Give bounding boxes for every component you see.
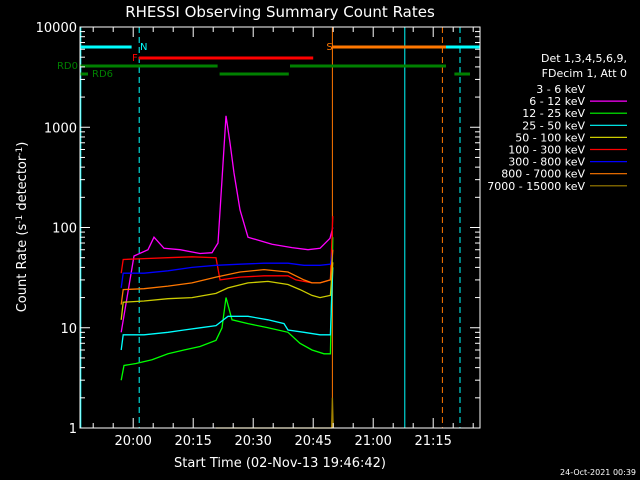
- y-axis-label-part: ): [15, 142, 30, 147]
- legend-entry-label: 300 - 800 keV: [508, 156, 585, 169]
- chart-title: RHESSI Observing Summary Count Rates: [125, 3, 435, 21]
- state-bar-label: RD0: [57, 61, 78, 72]
- x-tick-label: 21:00: [354, 434, 391, 449]
- state-bars: NF S RD0 RD6: [57, 42, 480, 80]
- series-line: [120, 249, 334, 305]
- y-tick-label: 1000: [44, 121, 77, 136]
- legend-entry-label: 25 - 50 keV: [522, 119, 585, 132]
- series-lines: [120, 115, 334, 429]
- legend-entry-label: 7000 - 15000 keV: [487, 180, 585, 193]
- state-bar-label: N: [140, 42, 147, 53]
- series-line: [120, 262, 334, 320]
- footer-date: 24-Oct-2021 00:39: [560, 468, 636, 477]
- legend-entry-label: 100 - 300 keV: [508, 144, 585, 157]
- y-tick-label: 100: [52, 222, 77, 237]
- y-tick-label: 1: [69, 422, 77, 437]
- x-axis-ticks: 20:00 20:15 20:30 20:45 21:00 21:15: [92, 27, 474, 449]
- x-tick-label: 20:30: [234, 434, 271, 449]
- y-axis-label-part: Count Rate (s: [15, 224, 30, 313]
- y-axis-label: Count Rate (s-1 detector-1): [15, 142, 30, 313]
- legend-entry-label: 50 - 100 keV: [515, 131, 585, 144]
- y-axis-label-superscript: -1: [15, 215, 25, 224]
- legend-entry-label: 3 - 6 keV: [536, 83, 585, 96]
- legend-entry-label: 800 - 7000 keV: [501, 168, 585, 181]
- series-line: [120, 249, 334, 288]
- legend-entry-label: 6 - 12 keV: [529, 95, 585, 108]
- state-bar-label: S: [326, 42, 332, 53]
- x-tick-label: 20:00: [114, 434, 151, 449]
- y-tick-label: 10000: [36, 21, 77, 36]
- legend-header-line: FDecim 1, Att 0: [542, 67, 627, 80]
- y-tick-label: 10: [60, 322, 77, 337]
- series-line: [120, 115, 334, 333]
- y-axis-ticks: 1 10 100 1000 10000: [36, 21, 480, 437]
- series-line: [120, 237, 334, 381]
- x-axis-label: Start Time (02-Nov-13 19:46:42): [174, 456, 386, 471]
- y-axis-label-superscript: -1: [15, 147, 25, 156]
- y-axis-label-part: detector: [15, 155, 30, 215]
- x-tick-label: 20:45: [294, 434, 331, 449]
- x-tick-label: 20:15: [174, 434, 211, 449]
- state-bar-label: RD6: [92, 69, 113, 80]
- state-bar-label: F: [132, 53, 138, 64]
- legend-header-line: Det 1,3,4,5,6,9,: [541, 52, 627, 65]
- legend: Det 1,3,4,5,6,9, FDecim 1, Att 0 3 - 6 k…: [487, 52, 627, 193]
- series-line: [120, 267, 334, 351]
- x-tick-label: 21:15: [414, 434, 451, 449]
- legend-entry-label: 12 - 25 keV: [522, 107, 585, 120]
